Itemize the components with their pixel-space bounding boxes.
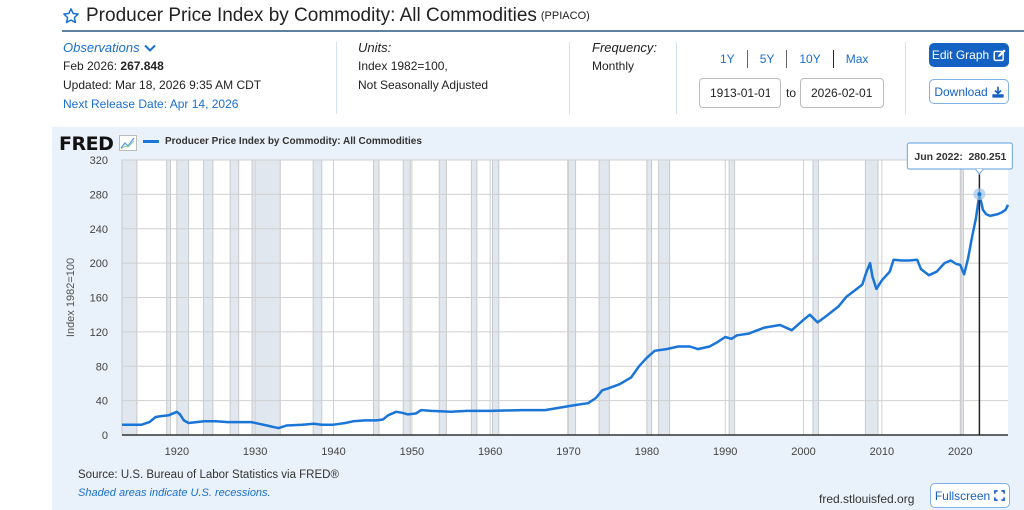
- legend-label: Producer Price Index by Commodity: All C…: [165, 136, 422, 147]
- fullscreen-button[interactable]: Fullscreen: [930, 483, 1010, 508]
- recession-note: Shaded areas indicate U.S. recessions.: [78, 487, 271, 499]
- y-tick-label: 120: [90, 327, 108, 339]
- units-block: Units: Index 1982=100, Not Seasonally Ad…: [358, 38, 488, 95]
- x-tick-label: 1930: [243, 446, 267, 458]
- fred-logo: FRED: [59, 133, 114, 155]
- source-text: Source: U.S. Bureau of Labor Statistics …: [78, 469, 339, 481]
- latest-observation-value: 267.848: [120, 59, 164, 73]
- title-bar: Producer Price Index by Commodity: All C…: [62, 2, 1024, 32]
- series-id: (PPIACO): [540, 10, 590, 22]
- y-tick-label: 320: [90, 155, 108, 167]
- divider: [569, 42, 570, 114]
- y-tick-label: 200: [90, 258, 108, 270]
- fred-graph-icon: [119, 135, 137, 151]
- updated-timestamp: Updated: Mar 18, 2026 9:35 AM CDT: [63, 78, 262, 92]
- units-line-2: Not Seasonally Adjusted: [358, 78, 489, 92]
- download-label: Download: [934, 84, 988, 99]
- gridlines: [122, 159, 1008, 436]
- x-tick-label: 1920: [165, 446, 189, 458]
- x-tick-label: 1940: [321, 446, 345, 458]
- x-axis-ticks: 1920 1930 1940 1950 1960 1970 1980 1990 2000 2010…: [165, 446, 973, 458]
- latest-observation: Feb 2026: 267.848: [63, 57, 261, 76]
- x-tick-label: 2010: [870, 446, 894, 458]
- edit-icon: [993, 48, 1006, 61]
- range-1y[interactable]: 1Y: [720, 52, 735, 66]
- x-tick-label: 2020: [948, 446, 972, 458]
- y-tick-label: 0: [102, 430, 108, 442]
- fred-url[interactable]: fred.stlouisfed.org: [819, 492, 915, 506]
- range-max[interactable]: Max: [845, 52, 869, 66]
- end-date-input[interactable]: [800, 78, 884, 108]
- x-tick-label: 1970: [556, 446, 580, 458]
- fullscreen-icon: [994, 490, 1006, 501]
- fullscreen-label: Fullscreen: [934, 488, 991, 503]
- range-separator: [832, 50, 834, 68]
- tooltip-date: Jun 2022:: [914, 151, 962, 163]
- units-label: Units:: [358, 40, 392, 55]
- legend-swatch: [143, 140, 159, 143]
- frequency-value: Monthly: [592, 59, 635, 73]
- y-tick-label: 240: [90, 224, 108, 236]
- observations-label: Observations: [63, 40, 140, 55]
- edit-graph-button[interactable]: Edit Graph: [929, 43, 1009, 67]
- y-tick-label: 40: [96, 396, 108, 408]
- range-separator: [746, 50, 748, 68]
- range-5y[interactable]: 5Y: [759, 52, 775, 66]
- tooltip-value: 280.251: [968, 151, 1006, 163]
- y-axis-label: Index 1982=100: [65, 258, 77, 337]
- range-separator: [786, 50, 788, 68]
- y-tick-label: 80: [96, 361, 108, 373]
- y-tick-label: 160: [90, 293, 108, 305]
- frequency-label: Frequency:: [592, 40, 658, 55]
- page-title: Producer Price Index by Commodity: All C…: [86, 5, 537, 26]
- observations-block: Observations Feb 2026: 267.848 Updated: …: [63, 38, 261, 114]
- tooltip-box: [906, 142, 1014, 170]
- y-tick-label: 280: [90, 189, 108, 201]
- tooltip-layer: Jun 2022: 280.251: [906, 142, 1014, 435]
- x-tick-label: 2000: [791, 446, 815, 458]
- x-tick-label: 1990: [713, 446, 737, 458]
- range-10y[interactable]: 10Y: [799, 52, 821, 66]
- to-label: to: [786, 86, 797, 100]
- x-tick-label: 1980: [635, 446, 659, 458]
- divider: [336, 42, 337, 114]
- x-tick-label: 1960: [478, 446, 502, 458]
- tooltip-pointer: [974, 168, 984, 175]
- range-selector: 1Y 5Y 10Y Max: [708, 50, 880, 68]
- x-tick-label: 1950: [400, 446, 424, 458]
- units-line-1: Index 1982=100,: [358, 59, 448, 73]
- edit-graph-label: Edit Graph: [931, 48, 990, 62]
- frequency-block: Frequency: Monthly: [592, 38, 657, 76]
- star-icon[interactable]: [62, 7, 80, 25]
- download-button[interactable]: Download: [929, 79, 1009, 104]
- chart-legend: Producer Price Index by Commodity: All C…: [143, 136, 422, 147]
- latest-observation-date: Feb 2026:: [63, 59, 118, 73]
- divider: [905, 42, 906, 114]
- download-icon: [992, 86, 1004, 98]
- line-chart[interactable]: 0 40 80 120 160 200 240 280 320 1920 1930 1940 1950…: [52, 127, 1024, 467]
- hover-point: [977, 192, 982, 197]
- divider: [676, 42, 677, 114]
- series-layer: [121, 192, 1010, 430]
- chevron-down-icon: [143, 44, 156, 52]
- y-axis-ticks: 0 40 80 120 160 200 240 280 320: [90, 155, 108, 442]
- observations-dropdown[interactable]: Observations: [63, 38, 261, 57]
- start-date-input[interactable]: [699, 78, 781, 108]
- next-release-link[interactable]: Next Release Date: Apr 14, 2026: [63, 97, 239, 111]
